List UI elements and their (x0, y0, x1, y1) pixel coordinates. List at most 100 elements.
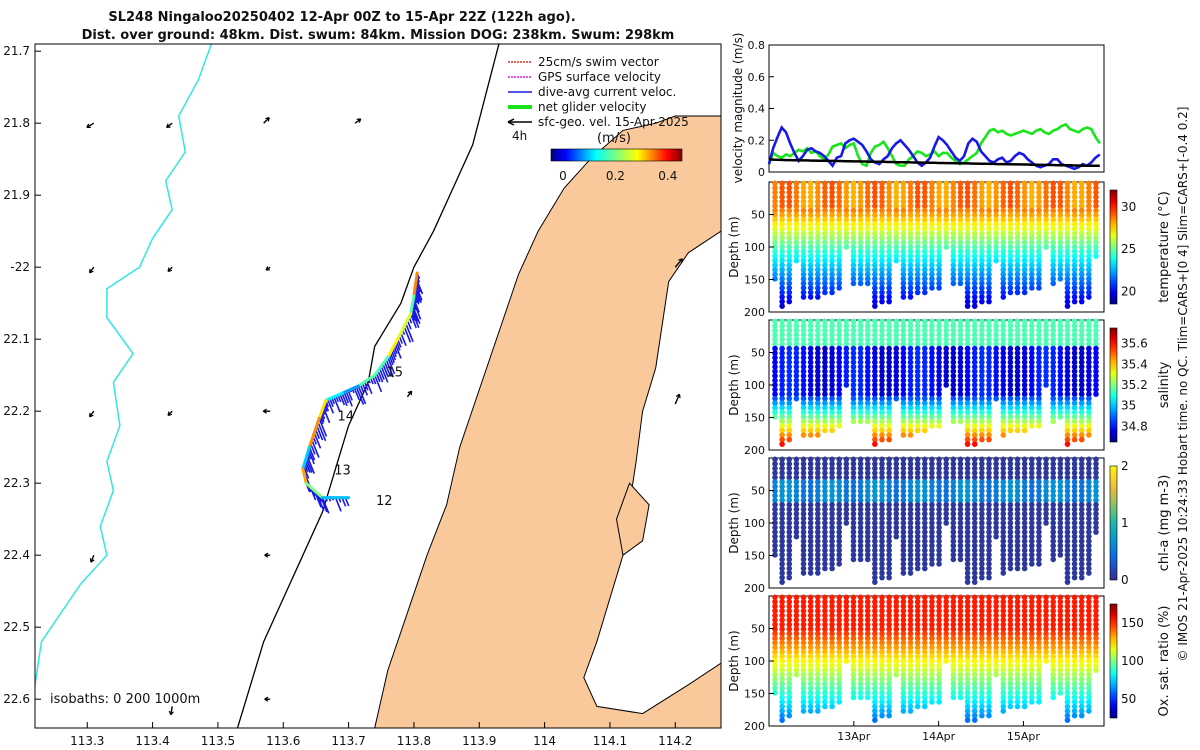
section-data-point (1029, 699, 1035, 705)
section-data-point (922, 382, 928, 388)
section-data-point (857, 492, 864, 499)
section-data-point (1021, 565, 1028, 572)
sfc-geo-arrowhead (89, 412, 94, 418)
section-data-point (1000, 332, 1007, 338)
colorbar-label: temperature (°C) (1157, 191, 1172, 303)
section-data-point (971, 461, 978, 467)
section-data-point (1000, 474, 1007, 481)
section-data-point (1007, 350, 1014, 356)
section-data-point (1021, 203, 1028, 209)
section-data-point (879, 409, 885, 416)
section-data-point (1043, 364, 1049, 370)
section-data-point (843, 483, 850, 490)
section-data-point (850, 221, 857, 228)
section-data-point (836, 382, 842, 388)
section-data-point (914, 271, 921, 278)
section-data-point (836, 515, 842, 522)
section-data-point (772, 506, 778, 513)
section-data-point (836, 520, 842, 526)
section-data-point (850, 327, 857, 334)
map-x-tick-label: 114.2 (658, 734, 692, 748)
section-data-point (829, 226, 835, 232)
section-data-point (993, 395, 999, 402)
section-data-point (900, 271, 907, 278)
section-data-point (793, 257, 800, 264)
track-segment (324, 391, 344, 402)
section-data-point (779, 520, 785, 526)
section-data-point (1029, 547, 1035, 554)
section-data-point (1078, 474, 1085, 481)
section-data-point (1093, 248, 1099, 255)
section-data-point (929, 185, 935, 191)
section-data-point (907, 511, 914, 517)
section-data-point (807, 280, 814, 287)
section-data-point (815, 676, 821, 682)
section-data-point (936, 395, 942, 402)
section-data-point (964, 561, 971, 567)
section-data-point (964, 552, 971, 558)
section-data-point (1029, 456, 1035, 463)
section-data-point (1014, 547, 1021, 554)
section-data-point (779, 373, 785, 379)
section-data-point (836, 212, 842, 218)
section-data-point (772, 635, 778, 642)
section-data-point (1064, 289, 1071, 296)
section-data-point (822, 382, 828, 388)
section-data-point (1057, 276, 1064, 282)
section-data-point (864, 341, 871, 347)
velocity-panel: 00.20.40.60.8 velocity magnitude (m/s) (731, 33, 1105, 183)
section-data-point (936, 318, 942, 325)
section-data-point (914, 276, 921, 282)
section-data-point (872, 262, 878, 269)
colorbar-tick-label: 30 (1121, 200, 1136, 214)
dive-avg-current-vector (355, 386, 365, 406)
section-data-point (1078, 386, 1085, 393)
section-data-point (1007, 520, 1014, 526)
section-data-point (872, 364, 878, 370)
section-data-point (850, 506, 857, 513)
section-data-point (1029, 364, 1035, 370)
section-data-point (971, 266, 978, 273)
section-data-point (879, 373, 885, 379)
section-data-point (886, 289, 892, 296)
section-data-point (822, 612, 828, 619)
section-data-point (893, 483, 900, 490)
section-data-point (829, 461, 835, 467)
section-data-point (986, 257, 992, 264)
section-data-point (1057, 327, 1064, 334)
section-data-point (872, 386, 878, 393)
section-data-point (886, 432, 892, 438)
section-data-point (872, 461, 878, 467)
section-data-point (879, 427, 885, 434)
section-data-point (1036, 185, 1042, 191)
section-data-point (1036, 474, 1042, 481)
section-data-point (807, 653, 814, 660)
section-data-point (872, 327, 878, 334)
track-segment (340, 384, 360, 395)
section-data-point (950, 404, 957, 411)
section-data-point (793, 488, 800, 494)
section-data-point (886, 180, 892, 187)
section-data-point (864, 382, 871, 388)
section-data-point (1086, 235, 1092, 241)
section-data-point (786, 345, 793, 352)
section-data-point (793, 479, 800, 485)
section-data-point (929, 221, 935, 228)
section-data-point (1043, 520, 1049, 526)
section-data-point (800, 432, 807, 438)
section-data-point (843, 488, 850, 494)
section-data-point (857, 377, 864, 384)
section-data-point (986, 524, 992, 531)
section-data-point (1086, 364, 1092, 370)
section-data-point (1007, 391, 1014, 397)
section-data-point (993, 327, 999, 334)
section-data-point (1078, 418, 1085, 425)
section-data-point (1043, 502, 1049, 508)
section-data-point (807, 474, 814, 481)
section-data-point (1086, 336, 1092, 343)
section-data-point (964, 465, 971, 472)
section-data-point (993, 524, 999, 531)
section-data-point (943, 373, 949, 379)
section-data-point (957, 180, 964, 187)
section-data-point (993, 180, 999, 187)
